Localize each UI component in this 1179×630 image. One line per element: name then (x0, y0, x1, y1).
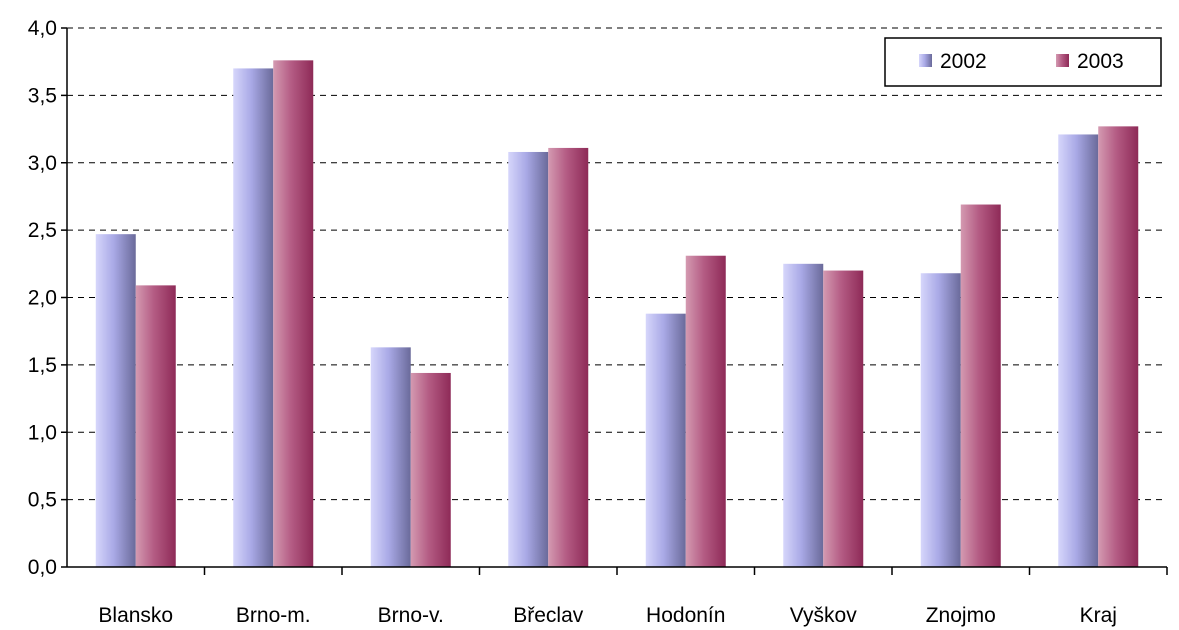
bar-2002-Blansko (95, 234, 136, 568)
x-category-label: Brno-m. (236, 604, 311, 627)
y-tick-label: 1,5 (28, 354, 57, 377)
bar-2002-Brno-v. (370, 347, 411, 567)
bar-2002-Kraj (1058, 134, 1099, 567)
y-tick-labels: 0,0 0,5 1,0 1,5 2,0 2,5 3,0 3,5 4,0 (28, 17, 57, 579)
x-category-label: Brno-v. (378, 604, 444, 627)
axes (61, 27, 1168, 575)
x-category-label: Znojmo (926, 604, 996, 627)
y-tick-label: 2,0 (28, 287, 57, 310)
legend-label-2002: 2002 (940, 50, 987, 73)
bar-2002-Břeclav (508, 151, 549, 567)
y-tick-label: 0,0 (28, 556, 57, 579)
y-tick-label: 2,5 (28, 219, 57, 242)
x-category-label: Kraj (1080, 604, 1117, 627)
legend-swatch-2002 (919, 54, 932, 67)
x-category-label: Blansko (98, 604, 173, 627)
bar-2003-Znojmo (960, 204, 1001, 567)
bar-2003-Brno-m. (273, 60, 314, 568)
bar-2003-Hodonín (685, 255, 726, 568)
y-tick-label: 0,5 (28, 489, 57, 512)
x-category-label: Břeclav (513, 604, 584, 627)
bar-2003-Vyškov (823, 270, 864, 567)
y-tick-label: 1,0 (28, 421, 57, 444)
x-category-labels: Blansko Brno-m. Brno-v. Břeclav Hodonín Vyško… (98, 604, 1117, 627)
bar-2003-Kraj (1098, 126, 1139, 568)
y-tick-label: 3,5 (28, 84, 57, 107)
bar-2002-Brno-m. (233, 68, 274, 568)
y-tick-label: 4,0 (28, 17, 57, 40)
y-tick-label: 3,0 (28, 152, 57, 175)
bar-2003-Blansko (135, 285, 176, 567)
legend-label-2003: 2003 (1077, 50, 1124, 73)
legend-swatch-2003 (1056, 54, 1069, 67)
legend: 2002 2003 (884, 37, 1162, 87)
x-category-label: Hodonín (646, 604, 725, 627)
x-category-label: Vyškov (790, 604, 857, 627)
gridlines (67, 27, 1167, 501)
bars (95, 60, 1139, 568)
bar-2003-Brno-v. (410, 372, 451, 567)
bar-2002-Hodonín (645, 313, 686, 567)
bar-2002-Znojmo (920, 273, 961, 567)
bar-2003-Břeclav (548, 147, 589, 568)
bar-2002-Vyškov (783, 263, 824, 567)
